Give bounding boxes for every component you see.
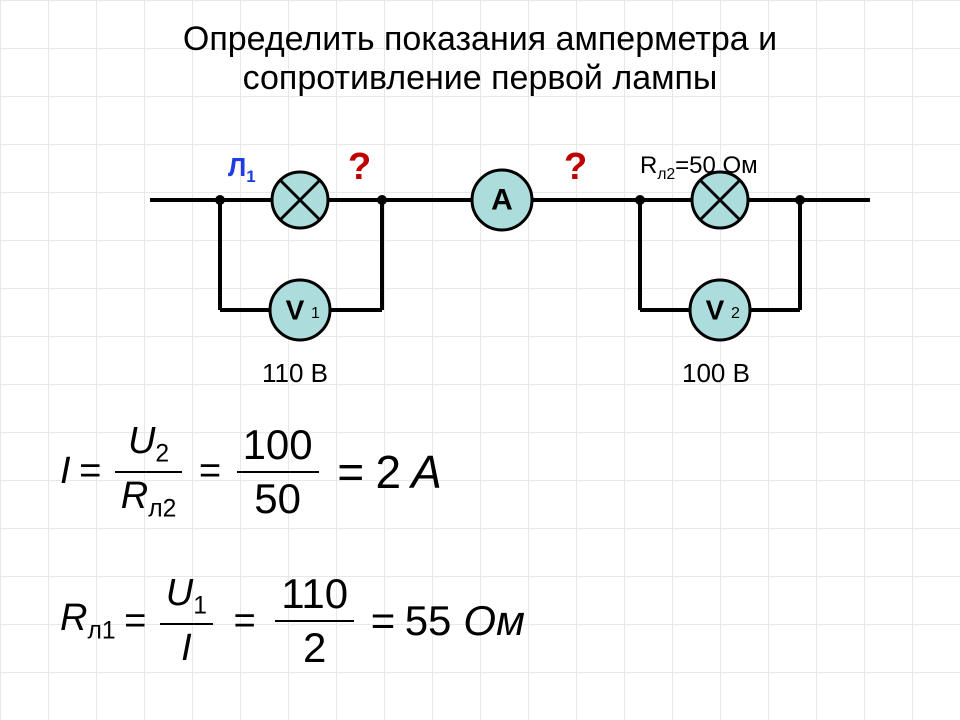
eq1-f1-numsub: 2: [155, 441, 169, 468]
eq2-lhs-sub: л1: [87, 617, 115, 644]
node-1: [215, 195, 225, 205]
v2-sub: 2: [731, 305, 740, 322]
eq1-f1-densub: л2: [148, 495, 176, 522]
eq1-result: 2: [376, 445, 402, 499]
eq1-f1-num: U: [128, 420, 155, 462]
eq1-eq3: =: [337, 445, 364, 499]
node-2: [377, 195, 387, 205]
eq2-f1-den: I: [181, 627, 192, 669]
eq2-eq3: =: [370, 597, 395, 645]
voltmeter1-icon: V 1: [270, 280, 330, 340]
v2-letter: V: [706, 295, 725, 326]
v1-sub: 1: [311, 305, 320, 322]
eq1-eq1: =: [79, 450, 101, 493]
eq1-frac1: U2 Rл2: [115, 420, 183, 523]
lamp2-icon: [692, 172, 748, 228]
eq2-frac1: U1 I: [160, 572, 213, 670]
eq1-f2-num: 100: [237, 421, 319, 471]
node-4: [795, 195, 805, 205]
eq2-result: 55: [405, 597, 452, 645]
eq1-frac2: 100 50: [237, 421, 319, 523]
v1-letter: V: [286, 295, 305, 326]
eq1-f2-den: 50: [237, 473, 319, 523]
eq2-f2-num: 110: [275, 570, 354, 620]
v2-reading: 100 В: [682, 358, 750, 389]
voltmeter2-icon: V 2: [690, 280, 750, 340]
eq2-eq1: =: [124, 600, 146, 643]
canvas: Определить показания амперметра и сопрот…: [0, 0, 960, 720]
eq2-f1-numsub: 1: [193, 593, 207, 620]
eq2-f1-num: U: [166, 572, 193, 614]
eq1-lhs: I: [60, 450, 71, 493]
eq2-eq2: =: [233, 600, 255, 643]
eq2-frac2: 110 2: [275, 570, 354, 672]
equation-1: I = U2 Rл2 = 100 50 = 2 А: [60, 420, 442, 523]
v1-reading: 110 В: [262, 358, 328, 389]
eq1-eq2: =: [198, 450, 220, 493]
eq2-unit: Ом: [463, 597, 524, 645]
ammeter-icon: A: [472, 170, 532, 230]
eq2-lhs-sym: R: [60, 597, 87, 639]
eq2-lhs: Rл1: [60, 597, 116, 646]
node-3: [635, 195, 645, 205]
lamp1-icon: [272, 172, 328, 228]
ammeter-letter: A: [491, 184, 513, 217]
eq2-f2-den: 2: [275, 622, 354, 672]
equation-2: Rл1 = U1 I = 110 2 = 55 Ом: [60, 570, 525, 672]
eq1-unit: А: [411, 445, 442, 499]
eq1-f1-den: R: [121, 475, 148, 517]
